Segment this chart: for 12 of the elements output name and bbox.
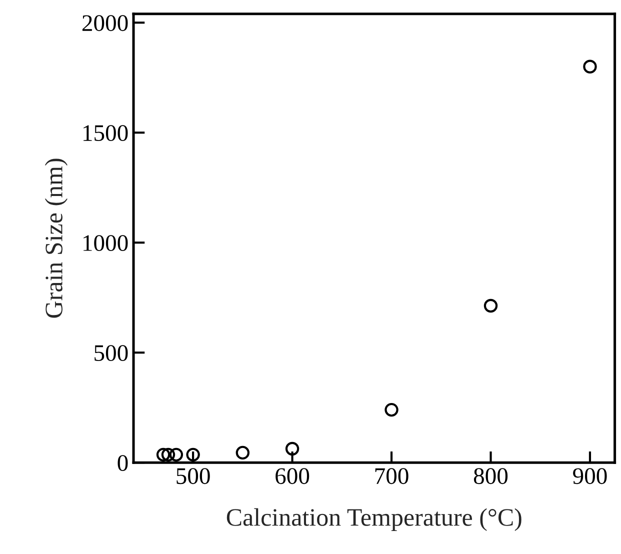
y-tick-label: 2000 <box>82 15 128 32</box>
x-tick-label: 800 <box>474 468 508 484</box>
y-tick-label: 1500 <box>84 125 128 142</box>
x-tick-label: 900 <box>573 468 607 484</box>
x-tick-label: 700 <box>375 468 408 484</box>
x-axis-title: Calcination Temperature (°C) <box>226 508 522 531</box>
y-tick-label: 500 <box>94 345 128 362</box>
y-axis-title: Grain Size (nm) <box>44 158 68 318</box>
y-tick-label: 0 <box>118 455 128 472</box>
x-tick-label: 500 <box>176 468 210 484</box>
x-tick-label: 600 <box>276 468 310 484</box>
y-tick-label: 1000 <box>84 235 128 252</box>
